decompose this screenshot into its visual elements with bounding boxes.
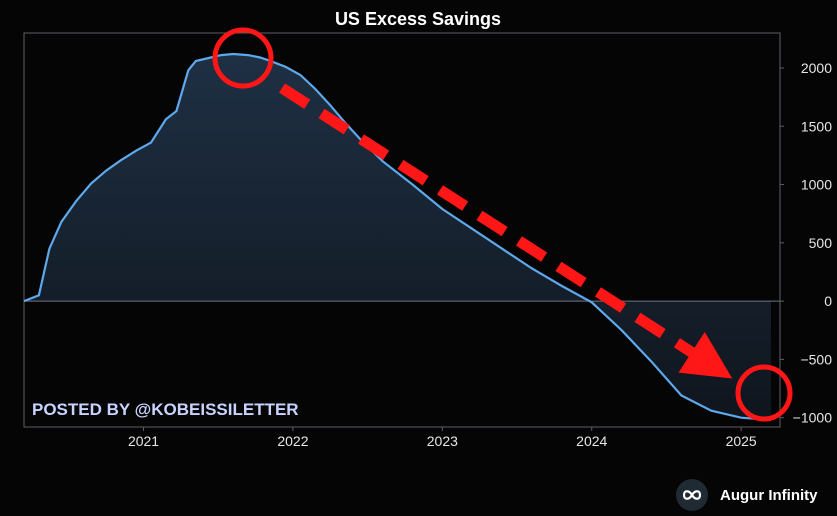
- peak-circle: [212, 27, 274, 89]
- y-tick-label: 500: [809, 235, 833, 251]
- watermark-text: POSTED BY @KOBEISSILETTER: [32, 400, 299, 419]
- y-tick-label: −500: [800, 351, 832, 367]
- plot-frame: [23, 32, 781, 428]
- x-tick-label: 2024: [576, 433, 607, 449]
- y-tick-label: 2000: [801, 60, 832, 76]
- area-fill: [24, 54, 771, 420]
- x-tick-label: 2025: [726, 433, 757, 449]
- y-tick-label: 0: [824, 293, 832, 309]
- x-tick-label: 2022: [277, 433, 308, 449]
- brand-name: Augur Infinity: [720, 486, 818, 504]
- y-tick-label: 1500: [801, 118, 832, 134]
- y-axis-ticks: 2000 1500 1000 500 0 −500 −1000: [780, 60, 832, 426]
- dashed-arrow: [279, 83, 733, 379]
- series-line: [23, 52, 772, 422]
- x-tick-label: 2023: [427, 433, 458, 449]
- infinity-icon: [676, 479, 708, 511]
- x-axis-ticks: 2021 2022 2023 2024 2025: [128, 427, 757, 449]
- x-tick-label: 2021: [128, 433, 159, 449]
- decline-annotation: [212, 27, 793, 422]
- brand-logo-block: Augur Infinity: [676, 479, 818, 511]
- chart-title: US Excess Savings: [335, 9, 501, 29]
- trough-circle: [735, 364, 793, 422]
- y-tick-label: −1000: [793, 410, 833, 426]
- y-tick-label: 1000: [801, 177, 832, 193]
